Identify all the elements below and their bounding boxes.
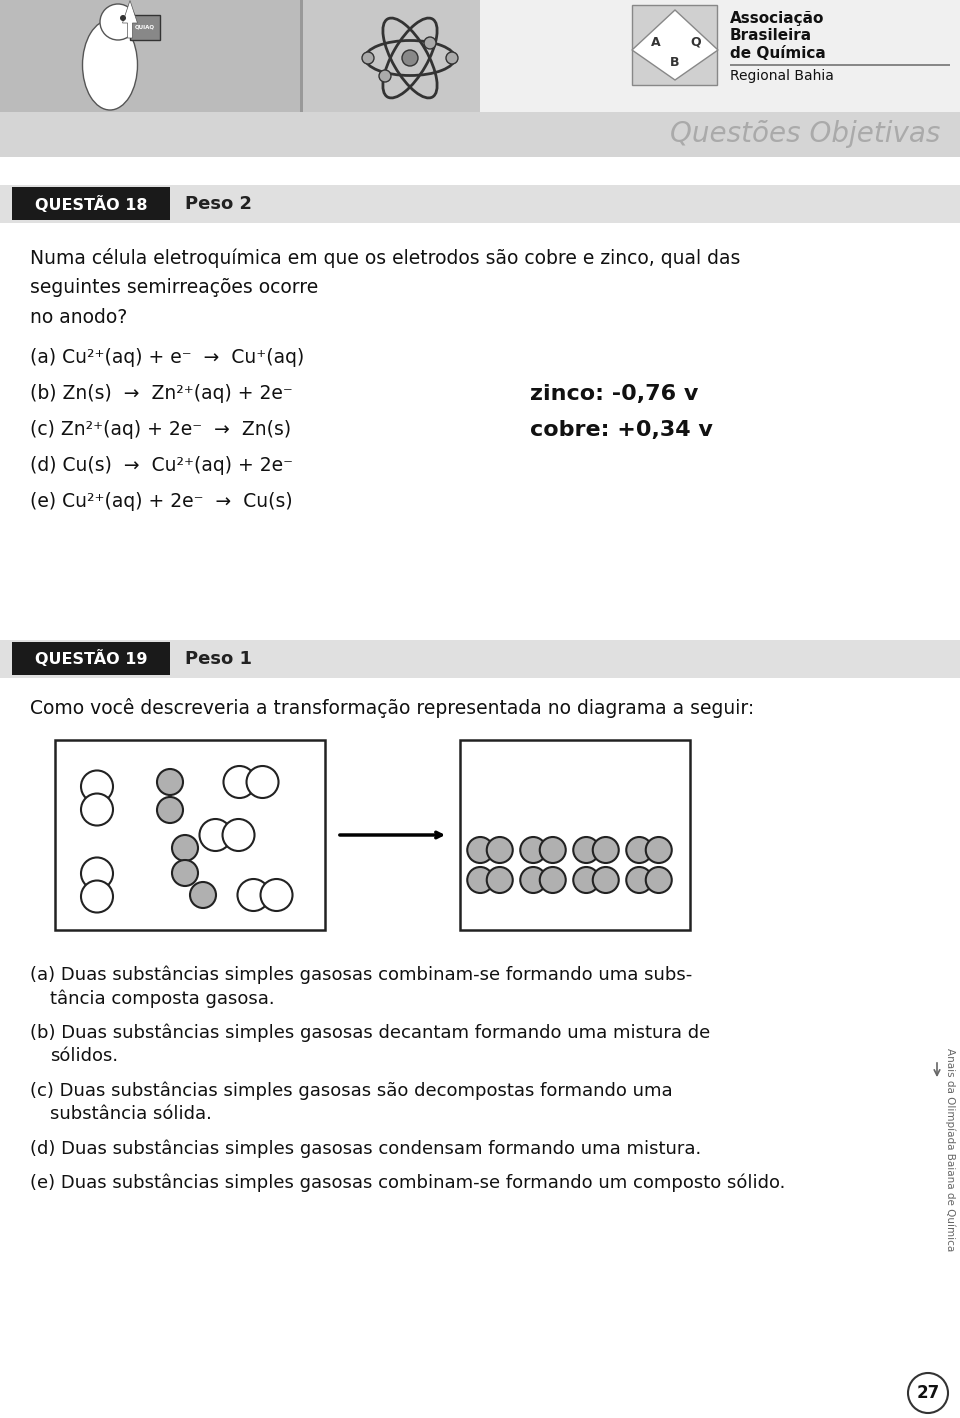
Text: (a) Duas substâncias simples gasosas combinam-se formando uma subs-: (a) Duas substâncias simples gasosas com… bbox=[30, 966, 692, 984]
Bar bbox=[0, 112, 960, 157]
Bar bbox=[0, 0, 300, 112]
Circle shape bbox=[573, 837, 599, 864]
Text: Questões Objetivas: Questões Objetivas bbox=[670, 121, 940, 147]
Text: substância sólida.: substância sólida. bbox=[50, 1105, 212, 1123]
Text: Numa célula eletroquímica em que os eletrodos são cobre e zinco, qual das: Numa célula eletroquímica em que os elet… bbox=[30, 248, 740, 268]
Bar bbox=[730, 64, 950, 65]
Circle shape bbox=[468, 866, 493, 893]
Text: Peso 1: Peso 1 bbox=[185, 649, 252, 668]
Circle shape bbox=[446, 52, 458, 64]
Circle shape bbox=[424, 37, 436, 50]
Text: Como você descreveria a transformação representada no diagrama a seguir:: Como você descreveria a transformação re… bbox=[30, 698, 755, 718]
Bar bbox=[12, 642, 170, 675]
Circle shape bbox=[592, 837, 619, 864]
Bar bbox=[0, 184, 960, 223]
Text: Regional Bahia: Regional Bahia bbox=[730, 69, 834, 84]
Text: (b) Duas substâncias simples gasosas decantam formando uma mistura de: (b) Duas substâncias simples gasosas dec… bbox=[30, 1022, 710, 1041]
Bar bbox=[55, 740, 325, 930]
Circle shape bbox=[592, 866, 619, 893]
Circle shape bbox=[81, 794, 113, 825]
Text: B: B bbox=[670, 55, 680, 68]
Text: Q: Q bbox=[690, 35, 702, 48]
Circle shape bbox=[626, 837, 652, 864]
Circle shape bbox=[540, 837, 565, 864]
Circle shape bbox=[626, 866, 652, 893]
Text: (e) Duas substâncias simples gasosas combinam-se formando um composto sólido.: (e) Duas substâncias simples gasosas com… bbox=[30, 1173, 785, 1191]
Circle shape bbox=[646, 866, 672, 893]
FancyArrow shape bbox=[123, 0, 137, 38]
Text: (c) Duas substâncias simples gasosas são decompostas formando uma: (c) Duas substâncias simples gasosas são… bbox=[30, 1081, 673, 1099]
Text: Peso 2: Peso 2 bbox=[185, 196, 252, 213]
Circle shape bbox=[540, 866, 565, 893]
Circle shape bbox=[402, 50, 418, 67]
Bar bbox=[0, 0, 960, 112]
Circle shape bbox=[646, 837, 672, 864]
Text: no anodo?: no anodo? bbox=[30, 308, 128, 328]
Circle shape bbox=[237, 879, 270, 910]
Text: seguintes semirreações ocorre: seguintes semirreações ocorre bbox=[30, 278, 319, 296]
Circle shape bbox=[362, 52, 374, 64]
Text: sólidos.: sólidos. bbox=[50, 1046, 118, 1065]
Text: zinco: -0,76 v: zinco: -0,76 v bbox=[530, 384, 698, 404]
Bar bbox=[0, 640, 960, 678]
Text: (b) Zn(s)  →  Zn²⁺(aq) + 2e⁻: (b) Zn(s) → Zn²⁺(aq) + 2e⁻ bbox=[30, 384, 293, 403]
Text: (e) Cu²⁺(aq) + 2e⁻  →  Cu(s): (e) Cu²⁺(aq) + 2e⁻ → Cu(s) bbox=[30, 492, 293, 510]
Circle shape bbox=[223, 820, 254, 851]
Text: QUESTÃO 18: QUESTÃO 18 bbox=[35, 196, 147, 213]
Bar bbox=[130, 16, 160, 40]
Circle shape bbox=[908, 1373, 948, 1412]
Polygon shape bbox=[632, 10, 718, 79]
Text: (c) Zn²⁺(aq) + 2e⁻  →  Zn(s): (c) Zn²⁺(aq) + 2e⁻ → Zn(s) bbox=[30, 420, 291, 440]
Circle shape bbox=[487, 866, 513, 893]
Circle shape bbox=[190, 882, 216, 908]
Circle shape bbox=[379, 69, 391, 82]
Circle shape bbox=[120, 16, 126, 21]
Text: tância composta gasosa.: tância composta gasosa. bbox=[50, 988, 275, 1008]
Text: Anais da Olimpíada Baiana de Química: Anais da Olimpíada Baiana de Química bbox=[945, 1048, 955, 1252]
Bar bbox=[12, 187, 170, 220]
Circle shape bbox=[81, 881, 113, 913]
Text: A: A bbox=[651, 35, 660, 48]
Circle shape bbox=[81, 858, 113, 889]
Circle shape bbox=[487, 837, 513, 864]
Text: (d) Cu(s)  →  Cu²⁺(aq) + 2e⁻: (d) Cu(s) → Cu²⁺(aq) + 2e⁻ bbox=[30, 457, 293, 475]
Circle shape bbox=[224, 766, 255, 798]
Text: 27: 27 bbox=[917, 1384, 940, 1402]
Circle shape bbox=[81, 770, 113, 803]
Circle shape bbox=[260, 879, 293, 910]
Ellipse shape bbox=[83, 20, 137, 111]
Text: cobre: +0,34 v: cobre: +0,34 v bbox=[530, 420, 713, 440]
Bar bbox=[632, 6, 717, 85]
Circle shape bbox=[247, 766, 278, 798]
Circle shape bbox=[157, 769, 183, 795]
Bar bbox=[480, 0, 960, 112]
Text: QUIAQ: QUIAQ bbox=[135, 24, 155, 30]
Circle shape bbox=[100, 4, 136, 40]
Bar bbox=[460, 740, 690, 930]
Circle shape bbox=[172, 859, 198, 886]
Circle shape bbox=[468, 837, 493, 864]
Circle shape bbox=[172, 835, 198, 861]
Text: (a) Cu²⁺(aq) + e⁻  →  Cu⁺(aq): (a) Cu²⁺(aq) + e⁻ → Cu⁺(aq) bbox=[30, 347, 304, 367]
Circle shape bbox=[157, 797, 183, 822]
Text: de Química: de Química bbox=[730, 47, 826, 61]
Circle shape bbox=[200, 820, 231, 851]
Circle shape bbox=[573, 866, 599, 893]
Bar bbox=[300, 0, 303, 112]
Text: (d) Duas substâncias simples gasosas condensam formando uma mistura.: (d) Duas substâncias simples gasosas con… bbox=[30, 1139, 701, 1157]
Circle shape bbox=[520, 866, 546, 893]
Circle shape bbox=[520, 837, 546, 864]
Text: Associação: Associação bbox=[730, 10, 825, 26]
Text: Brasileira: Brasileira bbox=[730, 28, 812, 44]
Text: QUESTÃO 19: QUESTÃO 19 bbox=[35, 651, 147, 668]
